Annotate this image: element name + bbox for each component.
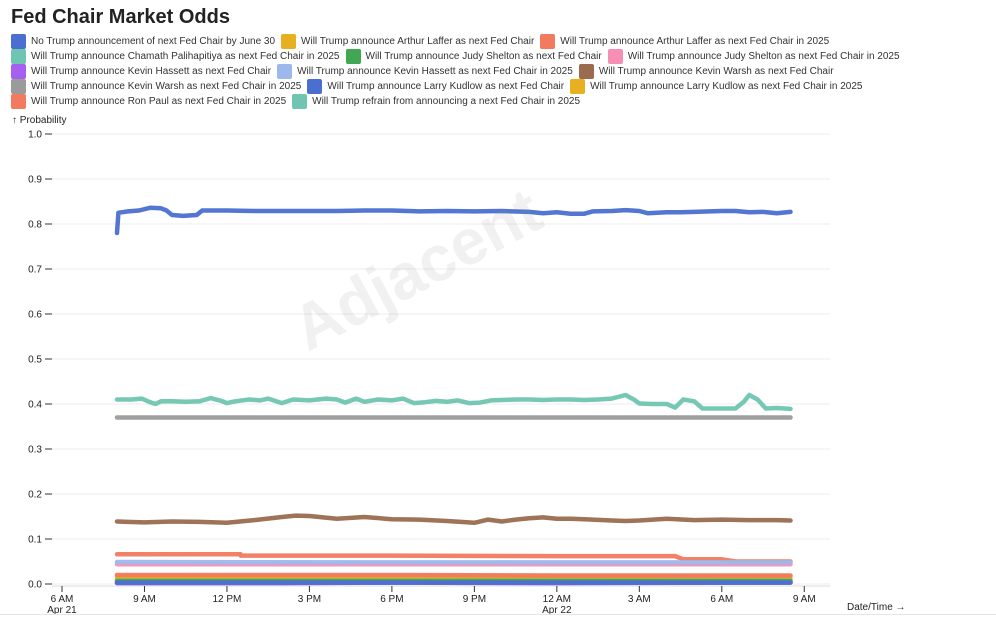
- legend-swatch: [607, 49, 623, 64]
- x-tick-label: 6 PM: [380, 594, 403, 605]
- legend-swatch: [540, 34, 556, 49]
- x-tick-label: 3 AM: [628, 594, 651, 605]
- legend-label: Will Trump announce Larry Kudlow as next…: [327, 81, 565, 92]
- y-tick-label: 0.6: [28, 310, 42, 321]
- x-tick-label: 9 AM: [133, 594, 156, 605]
- legend-item[interactable]: Will Trump announce Kevin Hassett as nex…: [11, 64, 271, 82]
- legend-item[interactable]: Will Trump announce Kevin Hassett as nex…: [277, 64, 573, 82]
- legend-row: Will Trump announce Kevin Hassett as nex…: [11, 64, 991, 79]
- x-tick-label: 9 AM: [793, 594, 816, 605]
- legend-item[interactable]: Will Trump announce Chamath Palihapitiya…: [11, 49, 340, 67]
- x-axis-label: Date/Time →: [847, 602, 906, 613]
- y-tick-label: 0.8: [28, 220, 42, 231]
- legend-item[interactable]: Will Trump announce Arthur Laffer as nex…: [540, 34, 829, 52]
- legend-item[interactable]: Will Trump announce Arthur Laffer as nex…: [281, 34, 534, 52]
- series-line: [114, 513, 793, 526]
- legend-swatch: [578, 64, 594, 79]
- x-tick-label: 9 PM: [463, 594, 486, 605]
- y-tick-label: 0.1: [28, 535, 42, 546]
- legend-label: Will Trump announce Chamath Palihapitiya…: [31, 51, 340, 62]
- chart-legend: No Trump announcement of next Fed Chair …: [11, 34, 991, 109]
- x-tick-sublabel: Apr 22: [542, 605, 572, 616]
- footer-divider: [0, 614, 996, 615]
- legend-row: Will Trump announce Kevin Warsh as next …: [11, 79, 991, 94]
- legend-swatch: [11, 79, 26, 94]
- legend-label: Will Trump announce Judy Shelton as next…: [365, 51, 602, 62]
- legend-item[interactable]: Will Trump announce Kevin Warsh as next …: [578, 64, 834, 82]
- legend-label: Will Trump announce Kevin Warsh as next …: [598, 66, 834, 77]
- y-tick-label: 0.9: [28, 175, 42, 186]
- legend-item[interactable]: Will Trump announce Judy Shelton as next…: [345, 49, 602, 67]
- legend-swatch: [281, 34, 297, 49]
- legend-label: Will Trump refrain from announcing a nex…: [312, 96, 581, 107]
- legend-label: Will Trump announce Kevin Hassett as nex…: [297, 66, 573, 77]
- series-line: [114, 205, 793, 236]
- legend-swatch: [11, 34, 26, 49]
- legend-label: Will Trump announce Judy Shelton as next…: [627, 51, 900, 62]
- y-tick-label: 0.2: [28, 490, 42, 501]
- y-tick-label: 0.3: [28, 445, 42, 456]
- x-tick-sublabel: Apr 21: [47, 605, 77, 616]
- legend-item[interactable]: Will Trump announce Ron Paul as next Fed…: [11, 94, 286, 112]
- y-tick-label: 1.0: [28, 130, 42, 141]
- legend-item[interactable]: Will Trump announce Larry Kudlow as next…: [307, 79, 564, 97]
- legend-item[interactable]: No Trump announcement of next Fed Chair …: [11, 34, 275, 52]
- legend-item[interactable]: Will Trump announce Kevin Warsh as next …: [11, 79, 301, 97]
- series-line: [114, 392, 793, 412]
- y-axis-label: ↑ Probability: [12, 115, 67, 126]
- legend-swatch: [11, 64, 26, 79]
- legend-item[interactable]: Will Trump announce Judy Shelton as next…: [607, 49, 900, 67]
- legend-item[interactable]: Will Trump refrain from announcing a nex…: [292, 94, 580, 112]
- x-tick-label: 6 AM: [51, 594, 74, 605]
- legend-row: Will Trump announce Chamath Palihapitiya…: [11, 49, 991, 64]
- legend-label: Will Trump announce Arthur Laffer as nex…: [301, 36, 535, 47]
- y-tick-label: 0.5: [28, 355, 42, 366]
- x-tick-label: 6 AM: [710, 594, 733, 605]
- series-line: [114, 572, 793, 578]
- legend-row: No Trump announcement of next Fed Chair …: [11, 34, 991, 49]
- legend-swatch: [570, 79, 586, 94]
- legend-swatch: [11, 94, 26, 109]
- legend-label: Will Trump announce Arthur Laffer as nex…: [560, 36, 830, 47]
- legend-label: Will Trump announce Kevin Warsh as next …: [31, 81, 302, 92]
- legend-swatch: [307, 79, 323, 94]
- legend-label: Will Trump announce Kevin Hassett as nex…: [31, 66, 272, 77]
- y-tick-label: 0.4: [28, 400, 42, 411]
- y-tick-label: 0.0: [28, 580, 42, 591]
- legend-swatch: [345, 49, 361, 64]
- legend-swatch: [292, 94, 308, 109]
- legend-swatch: [277, 64, 293, 79]
- x-tick-label: 12 PM: [212, 594, 241, 605]
- series-line: [114, 575, 793, 581]
- legend-item[interactable]: Will Trump announce Larry Kudlow as next…: [570, 79, 862, 97]
- x-tick-label: 12 AM: [543, 594, 571, 605]
- legend-label: No Trump announcement of next Fed Chair …: [31, 36, 276, 47]
- legend-label: Will Trump announce Larry Kudlow as next…: [590, 81, 863, 92]
- legend-swatch: [11, 49, 26, 64]
- legend-label: Will Trump announce Ron Paul as next Fed…: [31, 96, 287, 107]
- y-tick-label: 0.7: [28, 265, 42, 276]
- chart-title: Fed Chair Market Odds: [11, 6, 230, 28]
- legend-row: Will Trump announce Ron Paul as next Fed…: [11, 94, 991, 109]
- x-tick-label: 3 PM: [298, 594, 321, 605]
